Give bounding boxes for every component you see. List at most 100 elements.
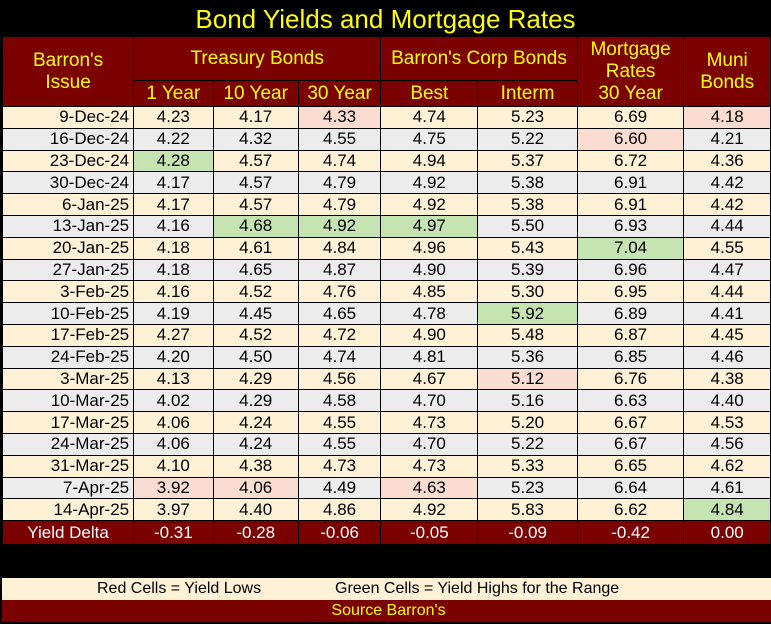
yield-cell: 4.44	[683, 280, 771, 304]
header-treasury-bonds: Treasury Bonds	[133, 36, 382, 81]
yield-cell: 4.62	[683, 454, 771, 478]
yield-cell: 5.38	[477, 171, 578, 195]
yield-cell: 6.85	[576, 345, 685, 369]
yield-cell: 4.38	[212, 454, 299, 478]
header-mortgage-rates: Mortgage Rates 30 Year	[576, 36, 685, 107]
yield-cell: 4.56	[683, 432, 771, 456]
yield-cell: 4.28	[133, 149, 214, 173]
yield-cell: 4.52	[212, 323, 299, 347]
yield-cell: 5.50	[477, 214, 578, 238]
table-row: 30-Dec-24 4.17 4.57 4.79 4.92 5.38 6.91 4.42	[1, 171, 771, 195]
yield-cell: 4.20	[133, 345, 214, 369]
yield-cell: 6.87	[576, 323, 685, 347]
yield-cell: 4.74	[297, 149, 382, 173]
yield-cell: 4.19	[133, 302, 214, 325]
yield-cell: 5.39	[477, 258, 578, 282]
yield-cell: 4.74	[297, 345, 382, 369]
yield-cell: 4.84	[297, 236, 382, 260]
yield-cell: 4.55	[297, 432, 382, 456]
yield-cell: 4.02	[133, 389, 214, 413]
issue-date-cell: 9-Dec-24	[1, 106, 135, 129]
yield-delta-label: Yield Delta	[1, 520, 135, 546]
yield-cell: 4.42	[683, 171, 771, 195]
yield-cell: 4.92	[380, 171, 479, 195]
yield-cell: 5.37	[477, 149, 578, 173]
source-note: Source Barron's	[2, 600, 771, 622]
yield-cell: 4.61	[683, 476, 771, 500]
yield-cell: 4.45	[212, 302, 299, 325]
yield-delta-row: Yield Delta -0.31 -0.28 -0.06 -0.05 -0.09 -0.…	[1, 520, 771, 546]
yield-cell: 4.17	[212, 106, 299, 129]
issue-date-cell: 20-Jan-25	[1, 236, 135, 260]
table-body: 9-Dec-24 4.23 4.17 4.33 4.74 5.23 6.69 4.18 16-D…	[1, 106, 771, 522]
yield-cell: 3.97	[133, 498, 214, 522]
yield-cell: 4.42	[683, 193, 771, 216]
legend-red: Red Cells = Yield Lows	[97, 580, 262, 597]
yield-cell: 5.38	[477, 193, 578, 216]
yield-delta-cell: 0.00	[683, 520, 771, 546]
yield-cell: 6.95	[576, 280, 685, 304]
legend-green: Green Cells = Yield Highs for the Range	[335, 580, 620, 597]
yield-cell: 5.22	[477, 432, 578, 456]
yield-cell: 4.67	[380, 367, 479, 391]
yield-cell: 4.57	[212, 193, 299, 216]
issue-date-cell: 10-Feb-25	[1, 302, 135, 325]
yield-cell: 4.29	[212, 389, 299, 413]
issue-date-cell: 24-Mar-25	[1, 432, 135, 456]
yield-delta-cell: -0.05	[380, 520, 479, 546]
yield-cell: 4.22	[133, 127, 214, 151]
yield-cell: 4.40	[683, 389, 771, 413]
yield-cell: 4.72	[297, 323, 382, 347]
yield-cell: 6.69	[576, 106, 685, 129]
header-muni-bonds: Muni Bonds	[683, 36, 771, 107]
yield-cell: 4.81	[380, 345, 479, 369]
table-row: 10-Mar-25 4.02 4.29 4.58 4.70 5.16 6.63 4.40	[1, 389, 771, 413]
yield-cell: 4.73	[380, 411, 479, 434]
yield-delta-cell: -0.28	[212, 520, 299, 546]
yield-cell: 6.91	[576, 171, 685, 195]
yield-cell: 4.06	[133, 411, 214, 434]
yield-cell: 7.04	[576, 236, 685, 260]
yield-cell: 4.90	[380, 323, 479, 347]
yield-cell: 4.29	[212, 367, 299, 391]
issue-date-cell: 14-Apr-25	[1, 498, 135, 522]
yield-cell: 4.57	[212, 149, 299, 173]
table-row: 3-Mar-25 4.13 4.29 4.56 4.67 5.12 6.76 4.38	[1, 367, 771, 391]
yield-cell: 5.92	[477, 302, 578, 325]
yield-cell: 6.91	[576, 193, 685, 216]
legend: Red Cells = Yield Lows Green Cells = Yie…	[2, 578, 771, 600]
yield-cell: 4.65	[297, 302, 382, 325]
issue-date-cell: 3-Mar-25	[1, 367, 135, 391]
yield-cell: 4.55	[297, 411, 382, 434]
yield-cell: 4.18	[133, 236, 214, 260]
yield-cell: 4.24	[212, 432, 299, 456]
yield-cell: 4.06	[212, 476, 299, 500]
yield-cell: 4.13	[133, 367, 214, 391]
header-1-year: 1 Year	[133, 80, 214, 107]
yield-cell: 6.67	[576, 411, 685, 434]
table-row: 23-Dec-24 4.28 4.57 4.74 4.94 5.37 6.72 4.36	[1, 149, 771, 173]
yield-cell: 4.97	[380, 214, 479, 238]
yield-cell: 5.83	[477, 498, 578, 522]
yield-cell: 5.30	[477, 280, 578, 304]
table-row: 10-Feb-25 4.19 4.45 4.65 4.78 5.92 6.89 4.41	[1, 302, 771, 325]
table-row: 17-Feb-25 4.27 4.52 4.72 4.90 5.48 6.87 4.45	[1, 323, 771, 347]
table-row: 9-Dec-24 4.23 4.17 4.33 4.74 5.23 6.69 4.18	[1, 106, 771, 129]
issue-date-cell: 31-Mar-25	[1, 454, 135, 478]
yield-cell: 5.12	[477, 367, 578, 391]
yield-cell: 4.06	[133, 432, 214, 456]
yield-cell: 4.55	[683, 236, 771, 260]
yield-cell: 5.36	[477, 345, 578, 369]
yield-cell: 6.65	[576, 454, 685, 478]
table-row: 17-Mar-25 4.06 4.24 4.55 4.73 5.20 6.67 4.53	[1, 411, 771, 434]
header-issue: Barron's Issue	[1, 36, 135, 107]
yield-cell: 4.23	[133, 106, 214, 129]
yield-cell: 4.78	[380, 302, 479, 325]
yield-cell: 5.48	[477, 323, 578, 347]
yield-cell: 4.16	[133, 280, 214, 304]
yield-cell: 4.87	[297, 258, 382, 282]
yield-cell: 4.73	[380, 454, 479, 478]
issue-date-cell: 13-Jan-25	[1, 214, 135, 238]
yield-cell: 3.92	[133, 476, 214, 500]
yields-table: Barron's Issue Treasury Bonds Barron's Co…	[1, 36, 771, 546]
